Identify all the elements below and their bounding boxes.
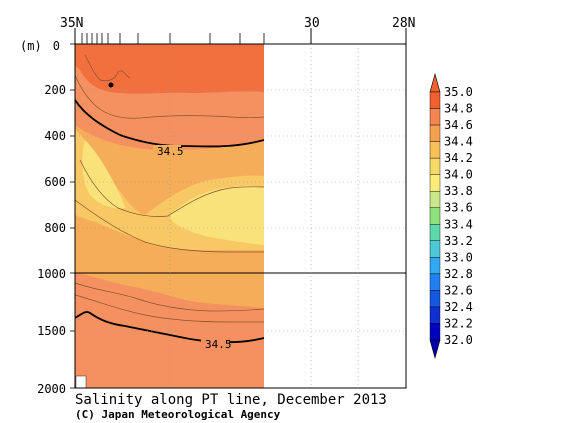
colorbar-swatch [429,174,441,192]
band-34.0-patch-left [82,140,125,209]
station-ticks [81,33,265,44]
x-tick-label-35n: 35N [60,16,83,31]
colorbar-label: 32.6 [444,283,473,297]
colorbar-swatch [429,141,441,159]
colorbar-label: 35.0 [444,85,473,99]
colorbar-label: 34.6 [444,118,473,132]
colorbar-label: 33.6 [444,201,473,215]
isohaline-label-lower: 34.5 [205,338,232,351]
colorbar-top-arrow [429,72,441,93]
y-unit-label: (m) [20,39,42,53]
colorbar-swatch [429,273,441,291]
contour-upper-4 [84,54,131,82]
y-tick-label-0: 0 [53,39,60,53]
axes: 35N 30 28N (m) 0 200 400 600 800 1000 15… [20,16,415,396]
y-tick-label-200: 200 [44,83,66,97]
isohaline-label-bg-upper [153,145,181,158]
contour-upper-3 [74,199,264,253]
colorbar-label: 33.8 [444,184,473,198]
colorbar-swatch [429,157,441,175]
colorbar-swatch [429,240,441,258]
band-34.4-lower [75,273,264,308]
colorbar-label: 33.4 [444,217,473,231]
y-tick-label-1000: 1000 [37,267,66,281]
contour-lower-2 [74,294,264,323]
plot-frame [74,43,407,389]
colorbar-swatch [429,108,441,126]
colorbar-label: 34.2 [444,151,473,165]
y-tick-label-600: 600 [44,175,66,189]
colorbar-swatch [429,91,441,109]
contour-upper-2 [79,159,265,217]
isohaline-34.5-upper [74,99,265,148]
isohaline-label-upper: 34.5 [157,145,184,158]
colorbar-swatch [429,207,441,225]
contour-upper-1 [74,74,265,119]
colorbar-label: 32.0 [444,333,473,347]
colorbar-label: 34.8 [444,102,473,116]
band-34.8-region [75,44,264,94]
colorbar: 35.0 34.8 34.6 34.4 34.2 34.0 33.8 33.6 33.4 33.2… [429,72,473,360]
y-tick-label-800: 800 [44,221,66,235]
colorbar-label: 34.4 [444,135,473,149]
data-marker-dot [108,82,114,88]
y-ticks [70,43,75,389]
colorbar-label: 32.2 [444,316,473,330]
isohaline-label-bg-lower [201,338,229,351]
colorbar-label: 33.2 [444,234,473,248]
upper-panel: 34.5 [74,44,265,273]
colorbar-bottom-arrow [429,339,441,360]
colorbar-label: 32.4 [444,300,473,314]
contour-lower-1 [74,282,265,312]
colorbar-label: 32.8 [444,267,473,281]
gridlines [75,44,406,388]
corner-blank [75,375,87,389]
colorbar-swatch [429,124,441,142]
chart-credit: (C) Japan Meteorological Agency [75,408,281,421]
colorbar-swatch [429,257,441,275]
colorbar-swatch [429,306,441,324]
colorbar-label: 34.0 [444,168,473,182]
y-tick-label-2000: 2000 [37,382,66,396]
colorbar-swatch [429,290,441,308]
y-tick-label-400: 400 [44,129,66,143]
colorbar-label: 33.0 [444,250,473,264]
colorbar-swatch [429,190,441,208]
lower-panel: 34.5 [74,273,265,389]
x-tick-label-30: 30 [304,16,320,31]
colorbar-swatch [429,323,441,341]
y-tick-label-1500: 1500 [37,324,66,338]
colorbar-swatch [429,224,441,241]
x-tick-label-28n: 28N [392,16,415,31]
chart-title: Salinity along PT line, December 2013 [75,392,387,408]
